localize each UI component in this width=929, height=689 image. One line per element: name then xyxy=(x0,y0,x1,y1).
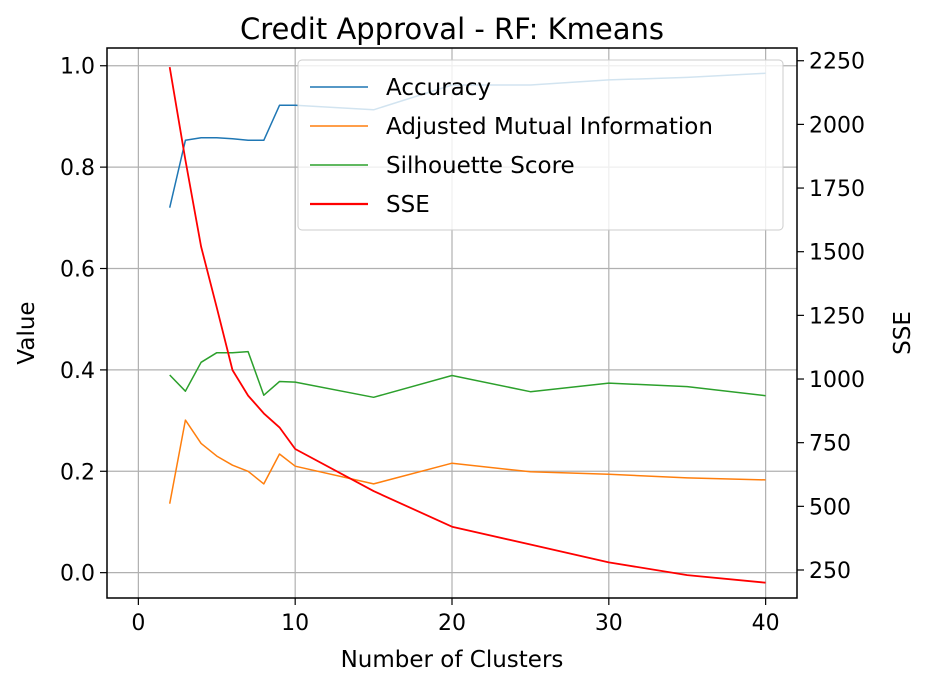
x-axis-label: Number of Clusters xyxy=(341,647,564,673)
x-tick-label: 20 xyxy=(438,611,466,636)
y-tick-label: 1.0 xyxy=(60,55,95,80)
y2-axis-label: SSE xyxy=(890,311,916,355)
y2-tick-label: 1250 xyxy=(809,304,865,329)
legend-label-accuracy: Accuracy xyxy=(386,75,491,101)
y-axis-label: Value xyxy=(14,301,40,364)
series-line-sse xyxy=(168,66,766,584)
y2-ticks: 250 500 750 1000 1250 1500 1750 2000 2250 xyxy=(797,50,865,584)
legend-label-sse: SSE xyxy=(386,192,430,218)
y2-tick-label: 1750 xyxy=(809,177,865,202)
y2-tick-label: 500 xyxy=(809,495,851,520)
y-ticks: 0.0 0.2 0.4 0.6 0.8 1.0 xyxy=(60,55,107,587)
legend-entries: Accuracy Adjusted Mutual Information Silho… xyxy=(310,75,713,218)
y2-tick-label: 2000 xyxy=(809,113,865,138)
y2-tick-label: 250 xyxy=(809,559,851,584)
legend: Accuracy Adjusted Mutual Information Silho… xyxy=(297,59,784,231)
y2-tick-label: 750 xyxy=(809,432,851,457)
y2-tick-label: 1500 xyxy=(809,241,865,266)
x-tick-label: 30 xyxy=(595,611,623,636)
series-line-silhouette-score xyxy=(169,350,766,399)
x-tick-label: 10 xyxy=(281,611,309,636)
x-tick-label: 0 xyxy=(131,611,145,636)
y-tick-label: 0.6 xyxy=(60,258,95,283)
y-tick-label: 0.4 xyxy=(60,359,95,384)
series-line-adjusted-mutual-information xyxy=(168,419,766,504)
y2-tick-label: 1000 xyxy=(809,368,865,393)
chart-title: Credit Approval - RF: Kmeans xyxy=(240,12,664,46)
y-tick-label: 0.2 xyxy=(60,460,95,485)
y-tick-label: 0.8 xyxy=(60,156,95,181)
legend-label-adjusted-mutual-information: Adjusted Mutual Information xyxy=(386,114,713,140)
legend-label-silhouette-score: Silhouette Score xyxy=(386,153,575,179)
x-ticks: 0 10 20 30 40 xyxy=(131,598,780,636)
y2-tick-label: 2250 xyxy=(809,50,865,75)
legend-box xyxy=(297,59,784,231)
y-tick-label: 0.0 xyxy=(60,562,95,587)
x-tick-label: 40 xyxy=(752,611,780,636)
